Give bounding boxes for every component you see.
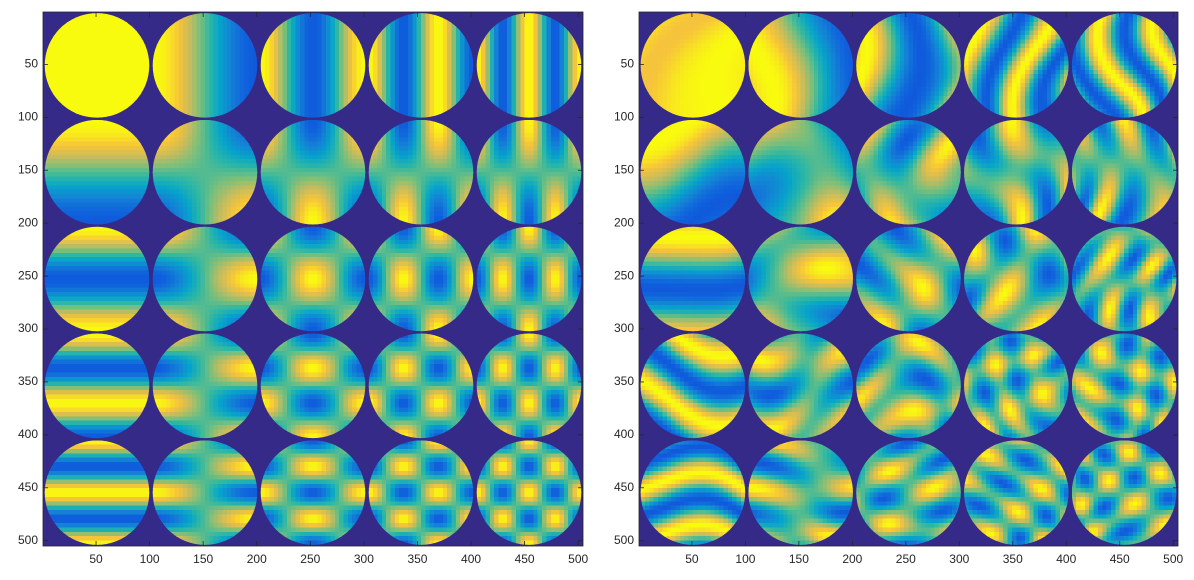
x-tick-label: 300 [949, 552, 969, 566]
y-tick-label: 400 [614, 427, 634, 441]
x-tick-label: 250 [896, 552, 916, 566]
y-tick-label: 250 [18, 268, 38, 282]
x-tick-label: 400 [461, 552, 481, 566]
y-tick-label: 250 [614, 268, 634, 282]
x-tick-label: 400 [1056, 552, 1076, 566]
y-tick-label: 100 [614, 109, 634, 123]
x-tick-label: 50 [685, 552, 699, 566]
x-tick-label: 450 [515, 552, 535, 566]
x-tick-label: 350 [407, 552, 427, 566]
y-tick-label: 450 [18, 480, 38, 494]
y-tick-label: 400 [18, 427, 38, 441]
image-panel: 50 100 150 200 250 300 350 400 450 500 50 100 150 200… [614, 12, 1184, 566]
x-tick-label: 150 [193, 552, 213, 566]
y-tick-label: 350 [614, 374, 634, 388]
y-tick-label: 200 [18, 215, 38, 229]
y-tick-label: 350 [18, 374, 38, 388]
y-tick-label: 500 [18, 533, 38, 547]
x-tick-label: 100 [140, 552, 160, 566]
x-tick-label: 150 [789, 552, 809, 566]
x-tick-label: 450 [1110, 552, 1130, 566]
y-tick-label: 300 [614, 321, 634, 335]
x-tick-label: 500 [1163, 552, 1183, 566]
y-tick-label: 500 [614, 533, 634, 547]
x-tick-label: 500 [568, 552, 588, 566]
y-tick-label: 450 [614, 480, 634, 494]
y-tick-label: 50 [621, 57, 635, 71]
x-tick-label: 300 [354, 552, 374, 566]
y-tick-label: 150 [614, 162, 634, 176]
y-tick-label: 200 [614, 215, 634, 229]
x-tick-label: 250 [300, 552, 320, 566]
x-tick-label: 100 [735, 552, 755, 566]
y-tick-label: 50 [25, 57, 39, 71]
x-tick-label: 350 [1003, 552, 1023, 566]
y-tick-label: 300 [18, 321, 38, 335]
x-tick-label: 50 [89, 552, 103, 566]
y-tick-label: 150 [18, 162, 38, 176]
image-panel: 50 100 150 200 250 300 350 400 450 500 50 100 150 200… [18, 12, 589, 566]
x-tick-label: 200 [842, 552, 862, 566]
y-tick-label: 100 [18, 109, 38, 123]
x-tick-label: 200 [247, 552, 267, 566]
